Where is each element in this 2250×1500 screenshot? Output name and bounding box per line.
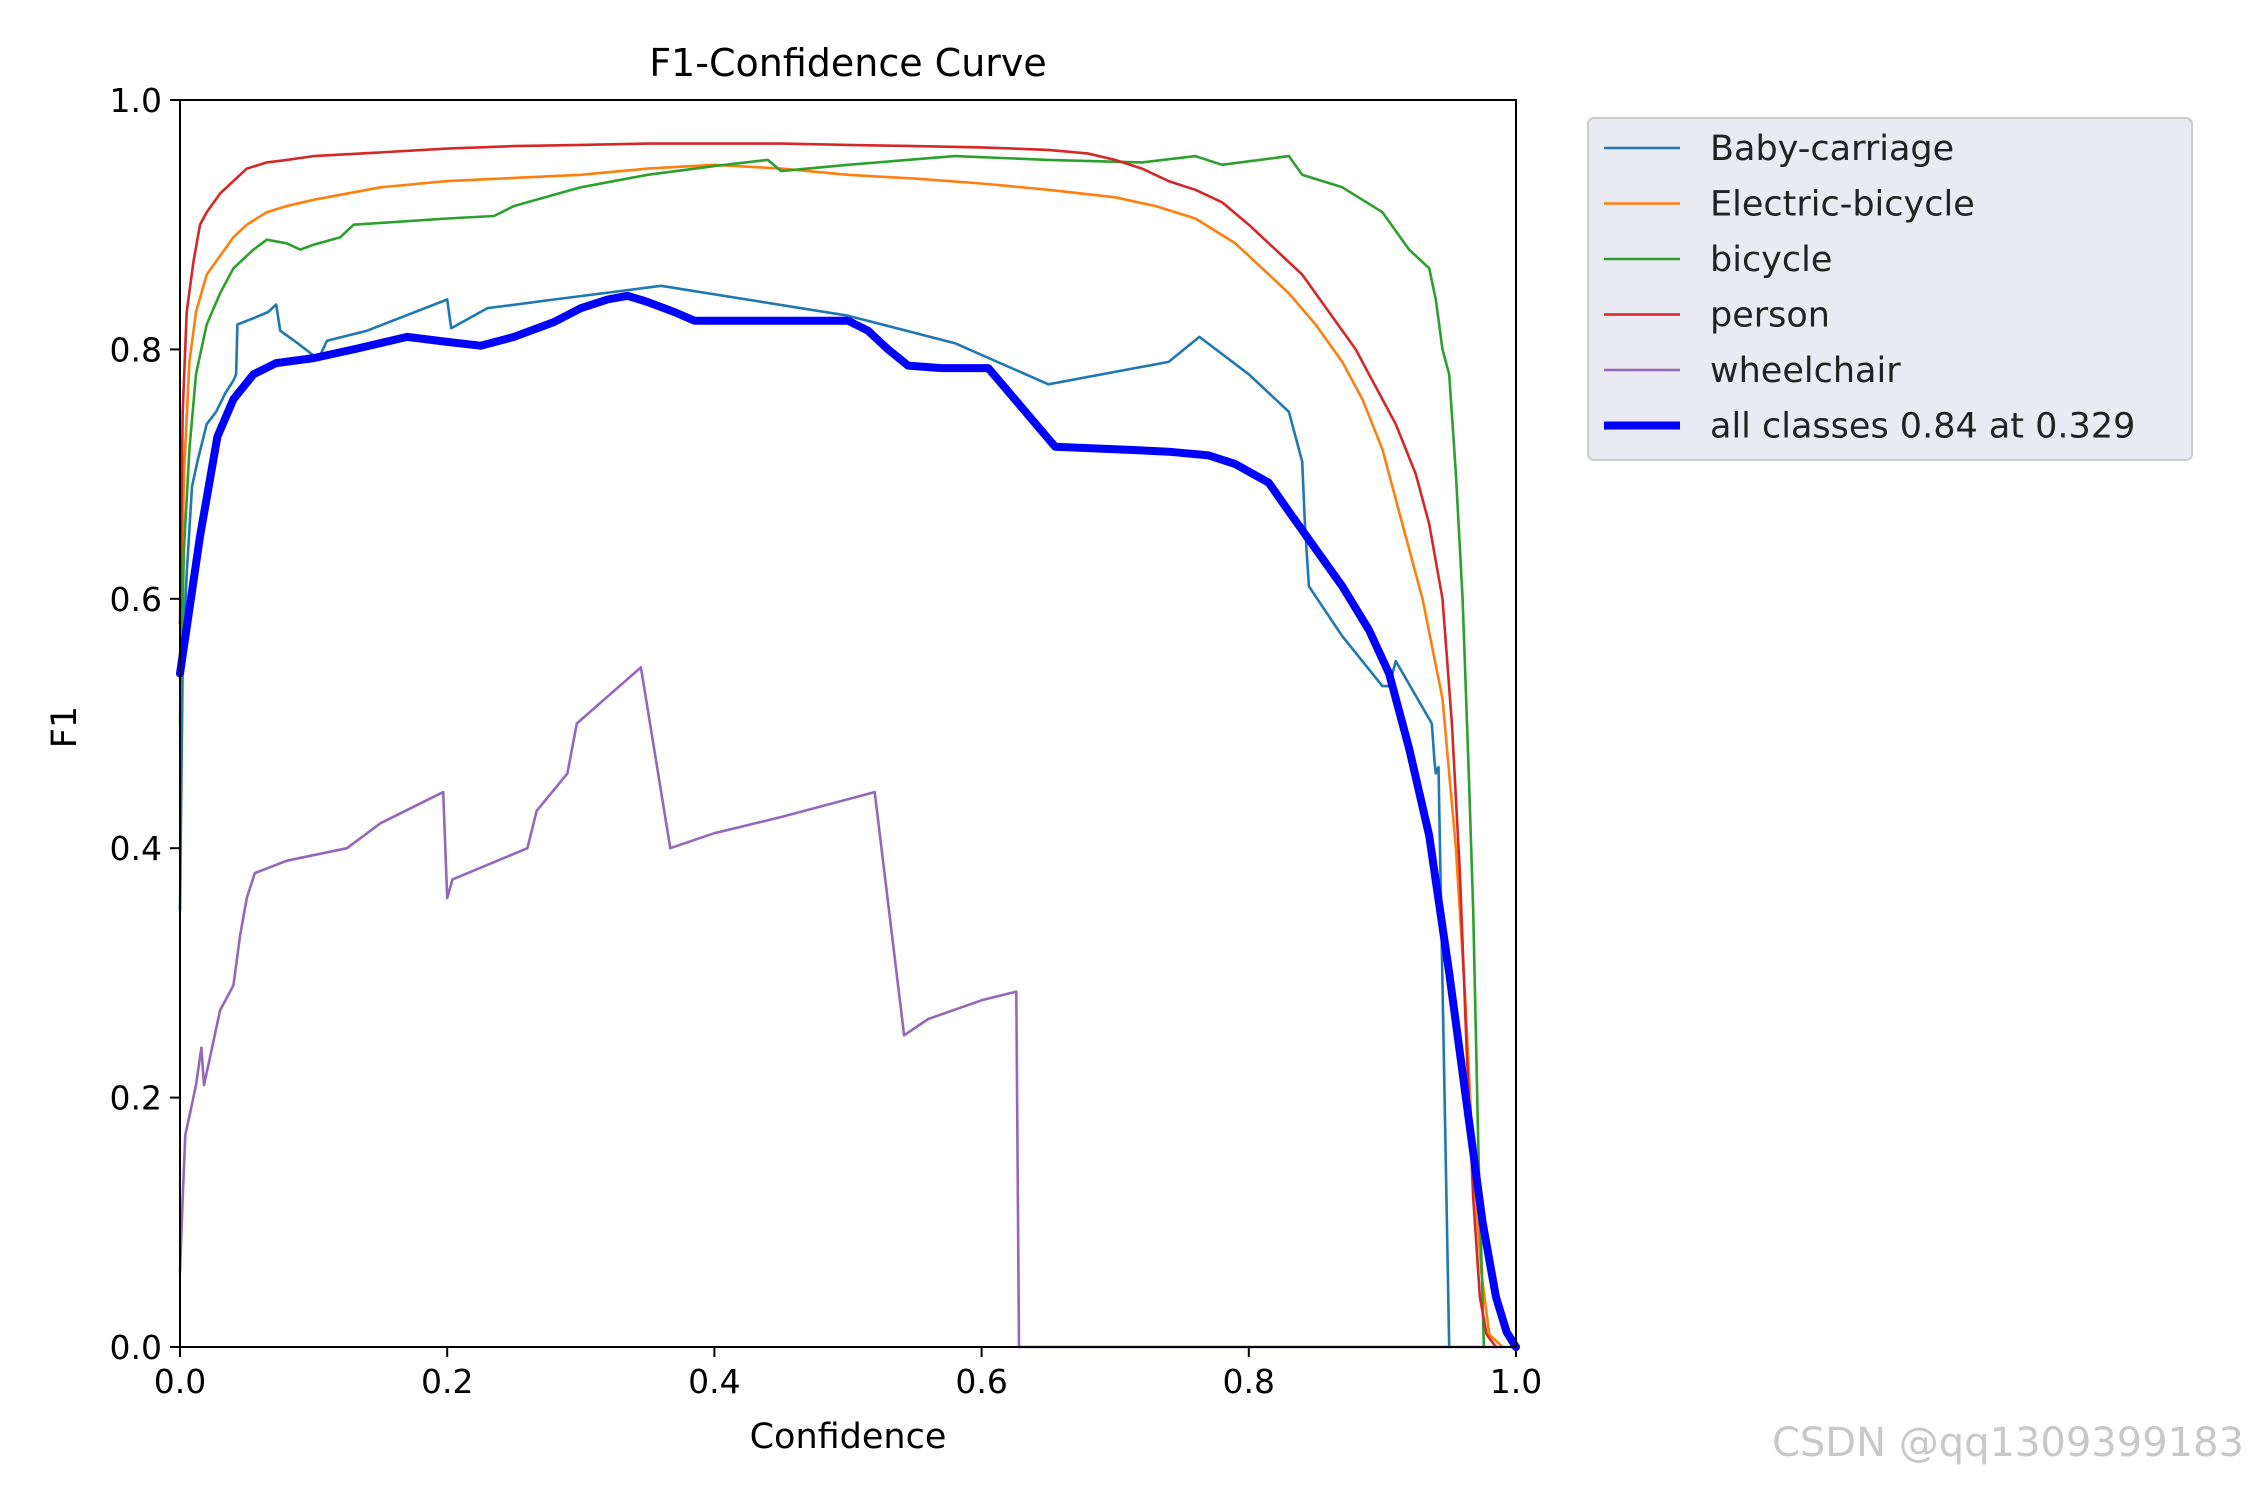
y-tick-label: 0.8 bbox=[110, 330, 162, 369]
y-axis-ticks: 0.0 0.2 0.4 0.6 0.8 1.0 bbox=[110, 81, 180, 1367]
series-line-bicycle bbox=[178, 154, 1486, 1349]
x-tick-label: 0.2 bbox=[421, 1362, 473, 1401]
plot-frame bbox=[179, 99, 1517, 1348]
watermark: CSDN @qq1309399183 bbox=[1771, 1420, 2244, 1466]
x-tick-label: 1.0 bbox=[1490, 1362, 1542, 1401]
legend-label: person bbox=[1710, 296, 1830, 336]
series-line-person bbox=[178, 142, 1498, 1349]
y-tick-label: 0.0 bbox=[110, 1328, 162, 1367]
legend: Baby-carriage Electric-bicycle bicycle pers… bbox=[1587, 117, 2193, 461]
legend-label: Baby-carriage bbox=[1710, 129, 1954, 169]
x-tick-label: 0.0 bbox=[154, 1362, 206, 1401]
legend-label: bicycle bbox=[1710, 240, 1832, 280]
y-tick-label: 0.2 bbox=[110, 1079, 162, 1118]
x-axis-label: Confidence bbox=[750, 1417, 947, 1457]
x-tick-label: 0.4 bbox=[688, 1362, 740, 1401]
series-line-wheelchair bbox=[178, 666, 1518, 1349]
legend-box bbox=[1587, 117, 2193, 461]
x-tick-label: 0.6 bbox=[955, 1362, 1007, 1401]
legend-label: all classes 0.84 at 0.329 bbox=[1710, 407, 2135, 447]
legend-label: Electric-bicycle bbox=[1710, 185, 1975, 225]
series-line-baby-carriage bbox=[178, 284, 1451, 1349]
x-axis-ticks: 0.0 0.2 0.4 0.6 0.8 1.0 bbox=[154, 1347, 1542, 1401]
series-lines bbox=[176, 142, 1520, 1351]
x-tick-label: 0.8 bbox=[1223, 1362, 1275, 1401]
y-tick-label: 0.4 bbox=[110, 829, 162, 868]
legend-label: wheelchair bbox=[1710, 351, 1901, 391]
y-tick-label: 0.6 bbox=[110, 580, 162, 619]
series-line-electric-bicycle bbox=[178, 163, 1504, 1349]
series-line-all-classes-0-84-at-0-329 bbox=[176, 291, 1520, 1351]
y-tick-label: 1.0 bbox=[110, 81, 162, 120]
y-axis-label: F1 bbox=[45, 706, 85, 748]
chart-title: F1-Confidence Curve bbox=[649, 41, 1047, 85]
